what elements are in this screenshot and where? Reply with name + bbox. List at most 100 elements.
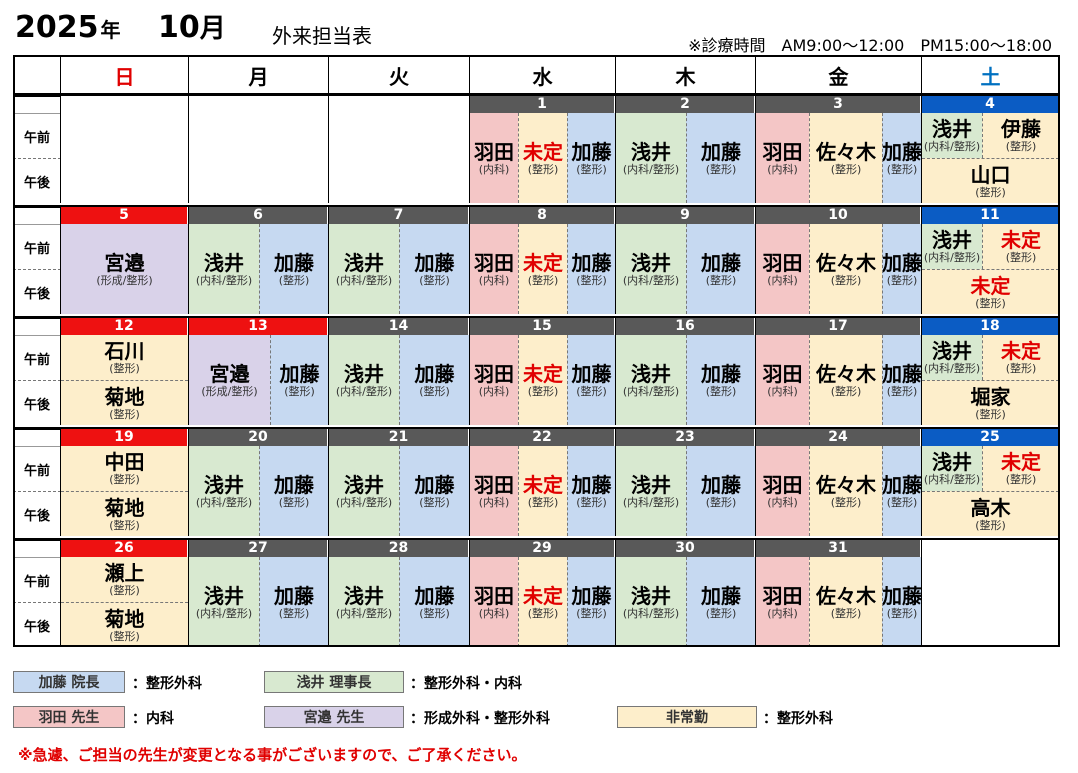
doctor-name: 加藤 [414,472,455,497]
date-bar: 13 [189,317,328,335]
label-divider [60,539,61,647]
column-divider [188,428,189,536]
doctor-department: (内科/整形) [335,606,393,620]
date-bar: 23 [616,428,755,446]
doctor-name: 加藤 [882,139,921,164]
column-divider [469,317,470,425]
week-label-blank [13,206,61,224]
doctor-name: 菊地 [104,606,145,631]
doctor-department: (整形) [576,606,607,620]
date-bar: 3 [756,95,921,113]
weekday-header-wednesday: 水 [470,55,616,95]
doctor-slot: 羽田 (内科) [756,335,809,425]
doctor-department: (内科/整形) [195,606,253,620]
week-label-blank [13,428,61,446]
legend-swatch: 宮邉 先生 [264,706,404,728]
date-bar: 4 [922,95,1059,113]
week-divider [13,94,1060,96]
doctor-name: 加藤 [701,250,741,275]
doctor-name: 中田 [104,450,145,474]
doctor-slot: 加藤 (整形) [686,224,755,314]
column-divider [328,317,329,425]
doctor-name: 浅井 [204,472,244,497]
doctor-name: 浅井 [932,450,972,474]
legend-description: ：内科 [132,711,174,727]
doctor-name: 加藤 [882,472,921,497]
legend-swatch: 羽田 先生 [13,706,125,728]
doctor-department: (内科/整形) [923,140,981,153]
doctor-name: 浅井 [204,583,244,608]
column-divider [188,317,189,425]
doctor-name: 佐々木 [816,361,876,386]
doctor-slot: 菊地 (整形) [61,380,188,425]
pm-label: 午後 [13,491,61,536]
doctor-department: (整形) [527,384,559,398]
doctor-slot: 加藤 (整形) [882,113,921,203]
doctor-name: 羽田 [762,250,803,275]
doctor-name: 山口 [970,162,1011,187]
doctor-name: 加藤 [882,361,921,386]
doctor-slot: 未定 (整形) [922,269,1059,314]
doctor-department: (整形) [109,473,140,486]
column-divider [469,428,470,536]
doctor-department: (内科/整形) [195,273,253,287]
doctor-slot: 未定 (整形) [982,446,1059,491]
doctor-slot: 浅井 (内科/整形) [329,446,399,536]
doctor-department: (整形) [527,495,559,509]
date-bar: 19 [61,428,188,446]
column-divider [328,206,329,314]
doctor-name: 佐々木 [816,139,876,164]
doctor-name: 加藤 [571,583,612,608]
empty-day [189,95,328,203]
doctor-name: 浅井 [204,250,244,275]
doctor-slot: 佐々木 (整形) [809,557,882,647]
doctor-slot: 未定 (整形) [518,113,567,203]
doctor-name: 未定 [970,273,1011,298]
empty-day [61,95,188,203]
doctor-department: (整形) [419,495,450,509]
doctor-slot: 未定 (整形) [518,224,567,314]
doctor-name: 堀家 [970,384,1011,409]
weekday-header-tuesday: 火 [329,55,470,95]
doctor-slot: 未定 (整形) [518,446,567,536]
month-value: 10 [158,10,200,45]
doctor-department: (内科) [767,495,798,509]
doctor-slot: 堀家 (整形) [922,380,1059,425]
doctor-name: 未定 [523,583,563,608]
doctor-slot: 加藤 (整形) [567,113,615,203]
doctor-department: (整形) [705,384,737,398]
doctor-slot: 浅井 (内科/整形) [616,557,686,647]
doctor-slot: 羽田 (内科) [470,113,518,203]
doctor-department: (内科) [767,162,798,176]
doctor-name: 加藤 [701,472,741,497]
column-divider [328,428,329,536]
week-divider [13,538,1060,540]
year-label: 2025 年 [15,10,121,48]
column-divider [1059,95,1060,203]
doctor-department: (整形) [1005,251,1037,264]
doctor-department: (整形) [705,273,737,287]
doctor-department: (内科) [478,495,510,509]
doctor-slot: 加藤 (整形) [399,335,469,425]
doctor-slot: 佐々木 (整形) [809,446,882,536]
column-divider [921,428,922,536]
doctor-name: 加藤 [414,250,455,275]
doctor-department: (内科/整形) [195,495,253,509]
doctor-slot: 加藤 (整形) [399,446,469,536]
column-divider [615,95,616,203]
column-divider [188,539,189,647]
doctor-department: (内科/整形) [622,606,680,620]
doctor-slot: 佐々木 (整形) [809,224,882,314]
doctor-name: 加藤 [571,361,612,386]
doctor-name: 浅井 [631,250,671,275]
date-bar: 22 [470,428,615,446]
doctor-name: 加藤 [701,139,741,164]
doctor-slot: 未定 (整形) [982,335,1059,380]
doctor-department: (整形) [975,518,1006,532]
doctor-department: (整形) [109,584,140,597]
date-bar: 27 [189,539,328,557]
doctor-name: 加藤 [571,139,612,164]
doctor-department: (内科) [767,384,798,398]
date-bar: 25 [922,428,1059,446]
doctor-department: (内科) [478,384,510,398]
